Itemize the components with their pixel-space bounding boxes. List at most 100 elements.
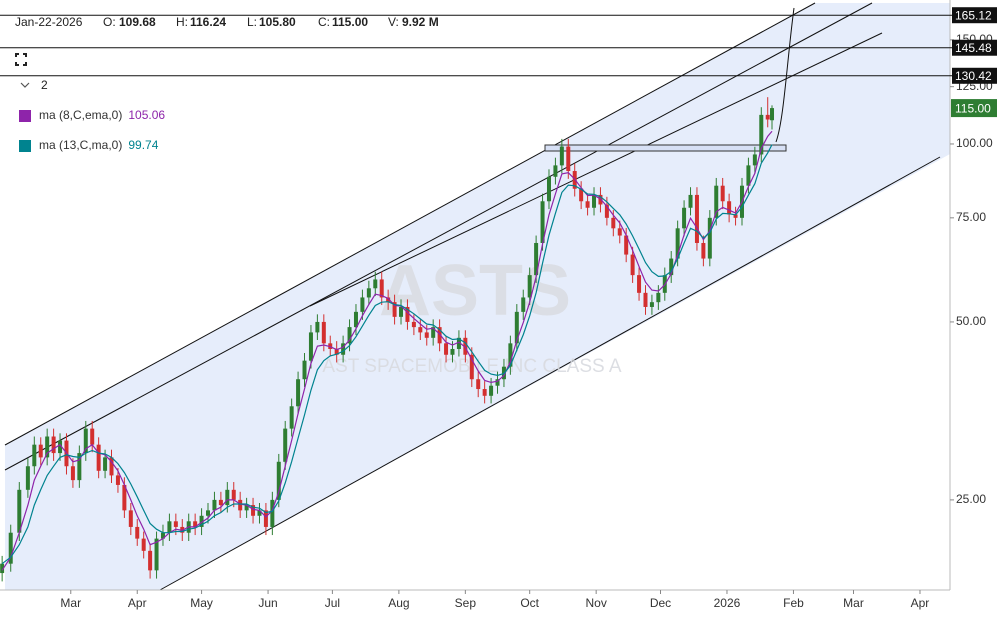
candle-body xyxy=(0,563,5,574)
header-field-label: V: xyxy=(388,15,399,29)
candle-body xyxy=(617,228,622,236)
candle-body xyxy=(566,146,571,172)
candle-body xyxy=(58,440,63,454)
y-tick-label: 75.00 xyxy=(956,210,986,224)
x-tick-label: 2026 xyxy=(714,596,741,610)
candle-body xyxy=(315,321,320,333)
ma-line xyxy=(1,144,773,565)
candle-body xyxy=(604,204,609,218)
candle-body xyxy=(103,457,108,471)
candle-body xyxy=(418,327,423,333)
fullscreen-icon xyxy=(15,53,27,66)
candle-body xyxy=(495,379,500,386)
candle-body xyxy=(489,385,494,396)
y-tick-label: 50.00 xyxy=(956,314,986,328)
candle-body xyxy=(437,327,442,344)
price-level-box xyxy=(952,39,997,56)
x-tick-label: May xyxy=(190,596,213,610)
candle-body xyxy=(135,526,140,539)
candle-body xyxy=(463,337,468,355)
candle-body xyxy=(733,214,738,218)
candle-body xyxy=(45,436,50,458)
projection-line xyxy=(775,7,795,143)
candle-body xyxy=(251,505,256,516)
candle-body xyxy=(160,532,165,539)
legend-value: 105.06 xyxy=(128,108,165,122)
candle-body xyxy=(77,453,82,481)
last-price-label: 115.00 xyxy=(955,101,991,115)
candle-body xyxy=(141,538,146,551)
candle-body xyxy=(546,176,551,202)
candle-body xyxy=(225,489,230,506)
candle-body xyxy=(694,194,699,243)
candle-body xyxy=(450,348,455,355)
header-field-value: 116.24 xyxy=(190,15,226,29)
header-date: Jan-22-2026 xyxy=(15,15,83,29)
candle-body xyxy=(8,532,13,564)
candle-body xyxy=(193,521,198,527)
candle-body xyxy=(373,279,378,289)
candle-body xyxy=(527,275,532,298)
candle-body xyxy=(727,201,732,215)
candle-body xyxy=(508,343,513,367)
candle-body xyxy=(17,489,22,533)
candle-body xyxy=(276,461,281,500)
candle-body xyxy=(353,311,358,328)
x-tick-label: Mar xyxy=(60,596,81,610)
candle-body xyxy=(714,185,719,218)
x-tick-label: Dec xyxy=(650,596,671,610)
candle-body xyxy=(469,354,474,380)
candle-body xyxy=(122,484,127,511)
candle-body xyxy=(366,288,371,298)
candle-body xyxy=(540,201,545,243)
candle-body xyxy=(746,165,751,186)
candle-body xyxy=(424,332,429,338)
candle-body xyxy=(296,379,301,407)
candle-body xyxy=(244,505,249,511)
x-tick-label: Apr xyxy=(128,596,147,610)
x-tick-label: Jun xyxy=(258,596,277,610)
candle-body xyxy=(109,457,114,476)
candle-body xyxy=(682,207,687,229)
price-level-label: 145.48 xyxy=(955,41,992,55)
candle-body xyxy=(534,242,539,276)
candle-body xyxy=(231,489,236,500)
legend-swatch xyxy=(19,140,31,152)
candle-body xyxy=(379,279,384,298)
x-tick-label: Jul xyxy=(325,596,340,610)
candle-body xyxy=(592,194,597,208)
collapse-chevron[interactable] xyxy=(20,82,30,88)
fullscreen-button[interactable] xyxy=(10,48,32,70)
candle-body xyxy=(238,499,243,511)
candle-body xyxy=(392,302,397,317)
header-field-label: H: xyxy=(176,15,188,29)
x-tick-label: Feb xyxy=(783,596,804,610)
candle-body xyxy=(25,466,30,490)
legend-value: 99.74 xyxy=(128,138,158,152)
candle-body xyxy=(283,428,288,462)
candle-body xyxy=(257,510,262,516)
candle-body xyxy=(656,292,661,303)
candle-body xyxy=(347,327,352,344)
candle-body xyxy=(752,154,757,166)
header-field-label: C: xyxy=(318,15,330,29)
candle-body xyxy=(399,306,404,317)
candle-body xyxy=(148,550,153,571)
candle-body xyxy=(405,306,410,322)
range-box xyxy=(544,144,787,152)
candle-body xyxy=(411,321,416,328)
candle-body xyxy=(206,510,211,516)
last-price-box xyxy=(951,99,997,118)
candle-body xyxy=(115,475,120,485)
candle-body xyxy=(289,406,294,429)
candle-body xyxy=(643,292,648,307)
candle-body xyxy=(707,217,712,259)
candle-body xyxy=(83,428,88,454)
header-field-value: 115.00 xyxy=(332,15,368,29)
price-level-label: 130.42 xyxy=(955,69,992,83)
header-field-label: O: xyxy=(103,15,116,29)
candle-body xyxy=(585,201,590,208)
candle-body xyxy=(167,521,172,533)
candle-body xyxy=(456,337,461,349)
